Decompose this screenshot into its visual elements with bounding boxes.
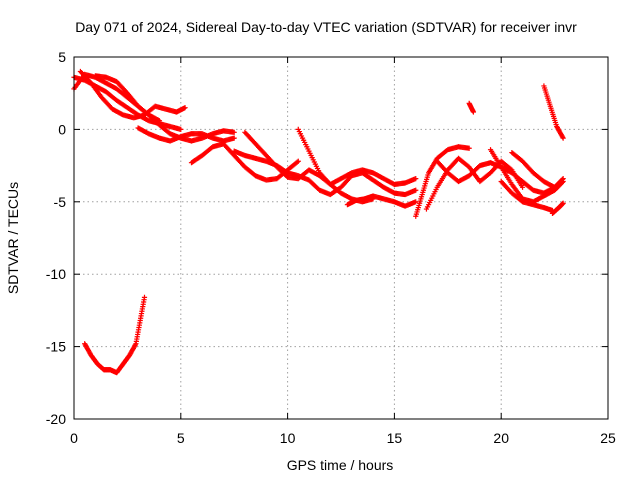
x-tick-label: 25 bbox=[600, 430, 616, 446]
data-point-marker bbox=[182, 105, 188, 111]
data-point-marker bbox=[294, 159, 300, 165]
grid bbox=[74, 57, 608, 419]
axis-ticks bbox=[73, 56, 609, 420]
data-point-marker bbox=[231, 135, 237, 141]
data-marks bbox=[71, 68, 566, 376]
data-point-marker bbox=[295, 158, 301, 164]
series-arc-17 bbox=[498, 178, 556, 214]
series-arc-20 bbox=[82, 294, 148, 376]
series-arc-5 bbox=[135, 125, 237, 144]
x-tick-label: 10 bbox=[280, 430, 296, 446]
series-arc-16 bbox=[509, 149, 558, 190]
data-point-marker bbox=[559, 179, 565, 185]
y-tick-label: 5 bbox=[58, 49, 66, 65]
data-point-marker bbox=[413, 199, 419, 205]
x-axis-label: GPS time / hours bbox=[287, 457, 394, 473]
series-arc-7 bbox=[231, 148, 419, 198]
series-arc-1 bbox=[71, 74, 184, 132]
series-arc-18 bbox=[541, 83, 566, 141]
series-arc-6 bbox=[188, 141, 301, 183]
tick-labels: 0 5 10 15 20 25 -20 -15 -10 -5 0 5 bbox=[46, 49, 616, 446]
data-point-marker bbox=[560, 135, 566, 141]
series-arc-14 bbox=[466, 100, 477, 115]
data-point-marker bbox=[560, 178, 566, 185]
series-arc-15 bbox=[487, 147, 566, 205]
x-tick-label: 20 bbox=[493, 430, 509, 446]
y-tick-label: -15 bbox=[46, 339, 66, 355]
data-point-marker bbox=[470, 109, 477, 115]
series-arc-8 bbox=[242, 129, 376, 205]
y-axis-label: SDTVAR / TECUs bbox=[5, 182, 21, 294]
data-point-marker bbox=[141, 294, 148, 300]
x-tick-label: 0 bbox=[70, 430, 78, 446]
series-arc-4 bbox=[92, 73, 237, 144]
series-arc-9 bbox=[295, 126, 419, 188]
data-point-marker bbox=[560, 200, 566, 206]
series-arc-3 bbox=[77, 68, 188, 121]
x-tick-label: 5 bbox=[177, 430, 185, 446]
data-point-marker bbox=[413, 187, 419, 193]
y-tick-label: 0 bbox=[58, 121, 66, 137]
y-tick-label: -10 bbox=[46, 266, 66, 282]
data-point-marker bbox=[466, 145, 472, 151]
x-tick-label: 15 bbox=[387, 430, 403, 446]
y-tick-label: -20 bbox=[46, 411, 66, 427]
data-point-marker bbox=[178, 126, 184, 132]
plot-frame bbox=[73, 56, 609, 420]
data-point-marker bbox=[519, 184, 526, 190]
series-arc-10 bbox=[344, 193, 419, 209]
data-point-marker bbox=[413, 176, 419, 182]
data-point-marker bbox=[231, 129, 237, 135]
y-tick-label: -5 bbox=[54, 194, 67, 210]
chart-title: Day 071 of 2024, Sidereal Day-to-day VTE… bbox=[75, 19, 577, 35]
series-arc-19 bbox=[549, 200, 566, 216]
data-point-marker bbox=[552, 184, 558, 190]
